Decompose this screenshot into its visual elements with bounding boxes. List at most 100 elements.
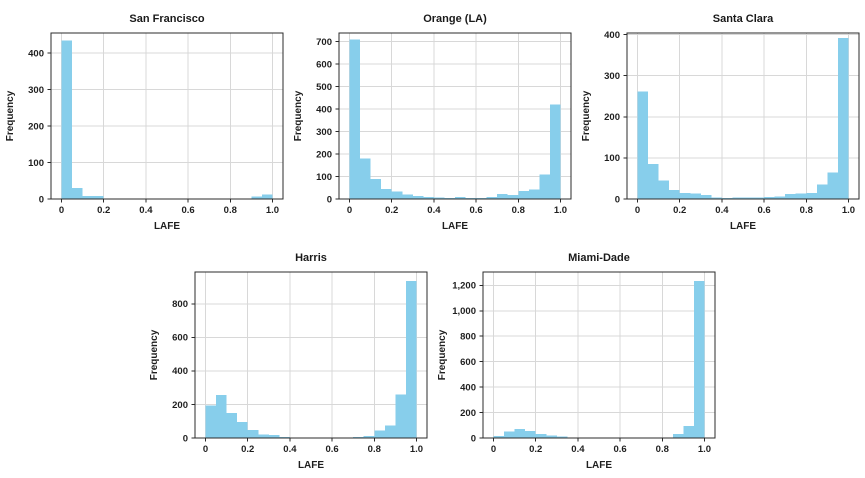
histogram-bar [394, 394, 406, 438]
histogram-bar [61, 40, 72, 199]
histogram-bar [92, 196, 104, 199]
x-tick-label: 0.4 [427, 205, 441, 216]
plot-border [481, 271, 716, 439]
histogram-bar [496, 193, 508, 199]
plot-border [625, 32, 860, 200]
x-tick-label: 1.0 [265, 205, 278, 216]
histogram-bar [528, 189, 539, 199]
histogram-bar [486, 196, 497, 199]
x-tick-label: 1.0 [697, 444, 710, 455]
chart-san-francisco: 0 0.2 0.4 0.6 0.8 1.0 0 100 200 300 400 San Francis… [1, 3, 289, 239]
y-tick-label: 400 [460, 382, 476, 393]
histogram-bar [261, 194, 272, 199]
x-tick-label: 0.8 [799, 205, 812, 216]
histogram-bar [205, 405, 216, 438]
histogram-bar [549, 104, 560, 199]
chart-santa-clara: 0 0.2 0.4 0.6 0.8 1.0 0 100 200 300 400 Santa Clara… [577, 3, 865, 239]
x-tick-label: 0.6 [613, 444, 626, 455]
histogram-bar [763, 196, 775, 199]
x-tick-label: 0 [634, 205, 639, 216]
y-axis-label: Frequency [437, 329, 448, 380]
x-tick-label: 0.8 [655, 444, 668, 455]
chart-title: Orange (LA) [423, 13, 487, 25]
y-tick-label: 300 [316, 127, 332, 138]
histogram-bar [514, 429, 525, 438]
x-axis-label: LAFE [585, 460, 611, 471]
x-tick-label: 1.0 [841, 205, 854, 216]
x-tick-label: 0.6 [181, 205, 194, 216]
chart-title: Santa Clara [712, 13, 773, 25]
histogram-bar [503, 431, 515, 438]
histogram-bar [647, 164, 659, 199]
histogram-bar [637, 91, 648, 199]
chart-title: San Francisco [129, 13, 204, 25]
y-tick-label: 0 [38, 194, 43, 205]
histogram-bar [454, 197, 466, 199]
histogram-bar [545, 435, 557, 438]
histogram-bar [753, 197, 764, 199]
chart-title: Harris [295, 252, 327, 264]
histogram-bar [247, 429, 258, 438]
y-tick-label: 100 [316, 172, 332, 183]
y-tick-label: 0 [614, 194, 619, 205]
histogram-bar [679, 192, 690, 199]
y-tick-label: 1,200 [452, 281, 476, 292]
histogram-bar [226, 412, 237, 438]
histogram-bar [412, 196, 423, 199]
y-tick-label: 600 [172, 333, 188, 344]
histogram-bar [433, 197, 444, 199]
y-tick-label: 400 [316, 104, 332, 115]
y-tick-label: 800 [172, 299, 188, 310]
chart-miami-dade: 0 0.2 0.4 0.6 0.8 1.0 0 200 400 600 800 1,000 1,200 M… [433, 242, 721, 478]
y-tick-label: 300 [604, 71, 620, 82]
histogram-bar [517, 191, 529, 199]
y-tick-label: 400 [604, 30, 620, 41]
y-tick-label: 0 [182, 433, 187, 444]
histogram-bar [731, 197, 743, 199]
y-axis-label: Frequency [581, 90, 592, 141]
x-tick-label: 0.2 [241, 444, 254, 455]
x-tick-label: 0.6 [757, 205, 770, 216]
histogram-bar [493, 436, 504, 438]
x-axis-label: LAFE [441, 221, 467, 232]
y-tick-label: 400 [172, 366, 188, 377]
histogram-bar [795, 193, 806, 199]
histogram-bar [384, 425, 395, 438]
chart-row-top: 0 0.2 0.4 0.6 0.8 1.0 0 100 200 300 400 San Francis… [0, 3, 865, 239]
y-tick-label: 500 [316, 82, 332, 93]
histogram-bar [82, 196, 93, 199]
y-tick-label: 200 [316, 149, 332, 160]
plot-border [193, 271, 428, 439]
x-tick-label: 0 [202, 444, 207, 455]
x-tick-label: 0.4 [139, 205, 153, 216]
y-tick-label: 200 [172, 400, 188, 411]
y-tick-label: 800 [460, 332, 476, 343]
y-axis-label: Frequency [149, 329, 160, 380]
histogram-bar [538, 174, 550, 199]
y-tick-label: 200 [460, 408, 476, 419]
x-tick-label: 0 [346, 205, 351, 216]
histogram-bar [373, 430, 385, 438]
y-axis-label: Frequency [293, 90, 304, 141]
x-tick-label: 0.6 [325, 444, 338, 455]
histogram-bar [524, 431, 536, 438]
y-tick-label: 600 [316, 59, 332, 70]
y-tick-label: 1,000 [452, 306, 476, 317]
histogram-bar [742, 197, 754, 199]
histogram-svg: 0 0.2 0.4 0.6 0.8 1.0 0 100 200 300 400 Santa Clara… [581, 13, 860, 232]
histogram-bar [422, 197, 434, 199]
histogram-bar [826, 172, 838, 199]
histogram-bar [784, 194, 796, 199]
histogram-bar [816, 184, 827, 199]
x-axis-label: LAFE [153, 221, 179, 232]
x-axis-label: LAFE [729, 221, 755, 232]
x-axis-label: LAFE [297, 460, 323, 471]
histogram-bar [507, 194, 518, 199]
y-tick-label: 700 [316, 37, 332, 48]
y-tick-label: 0 [470, 433, 475, 444]
histogram-bar [380, 188, 392, 199]
histogram-bar [401, 194, 413, 199]
x-tick-label: 0.2 [673, 205, 686, 216]
histogram-bar [268, 434, 279, 438]
